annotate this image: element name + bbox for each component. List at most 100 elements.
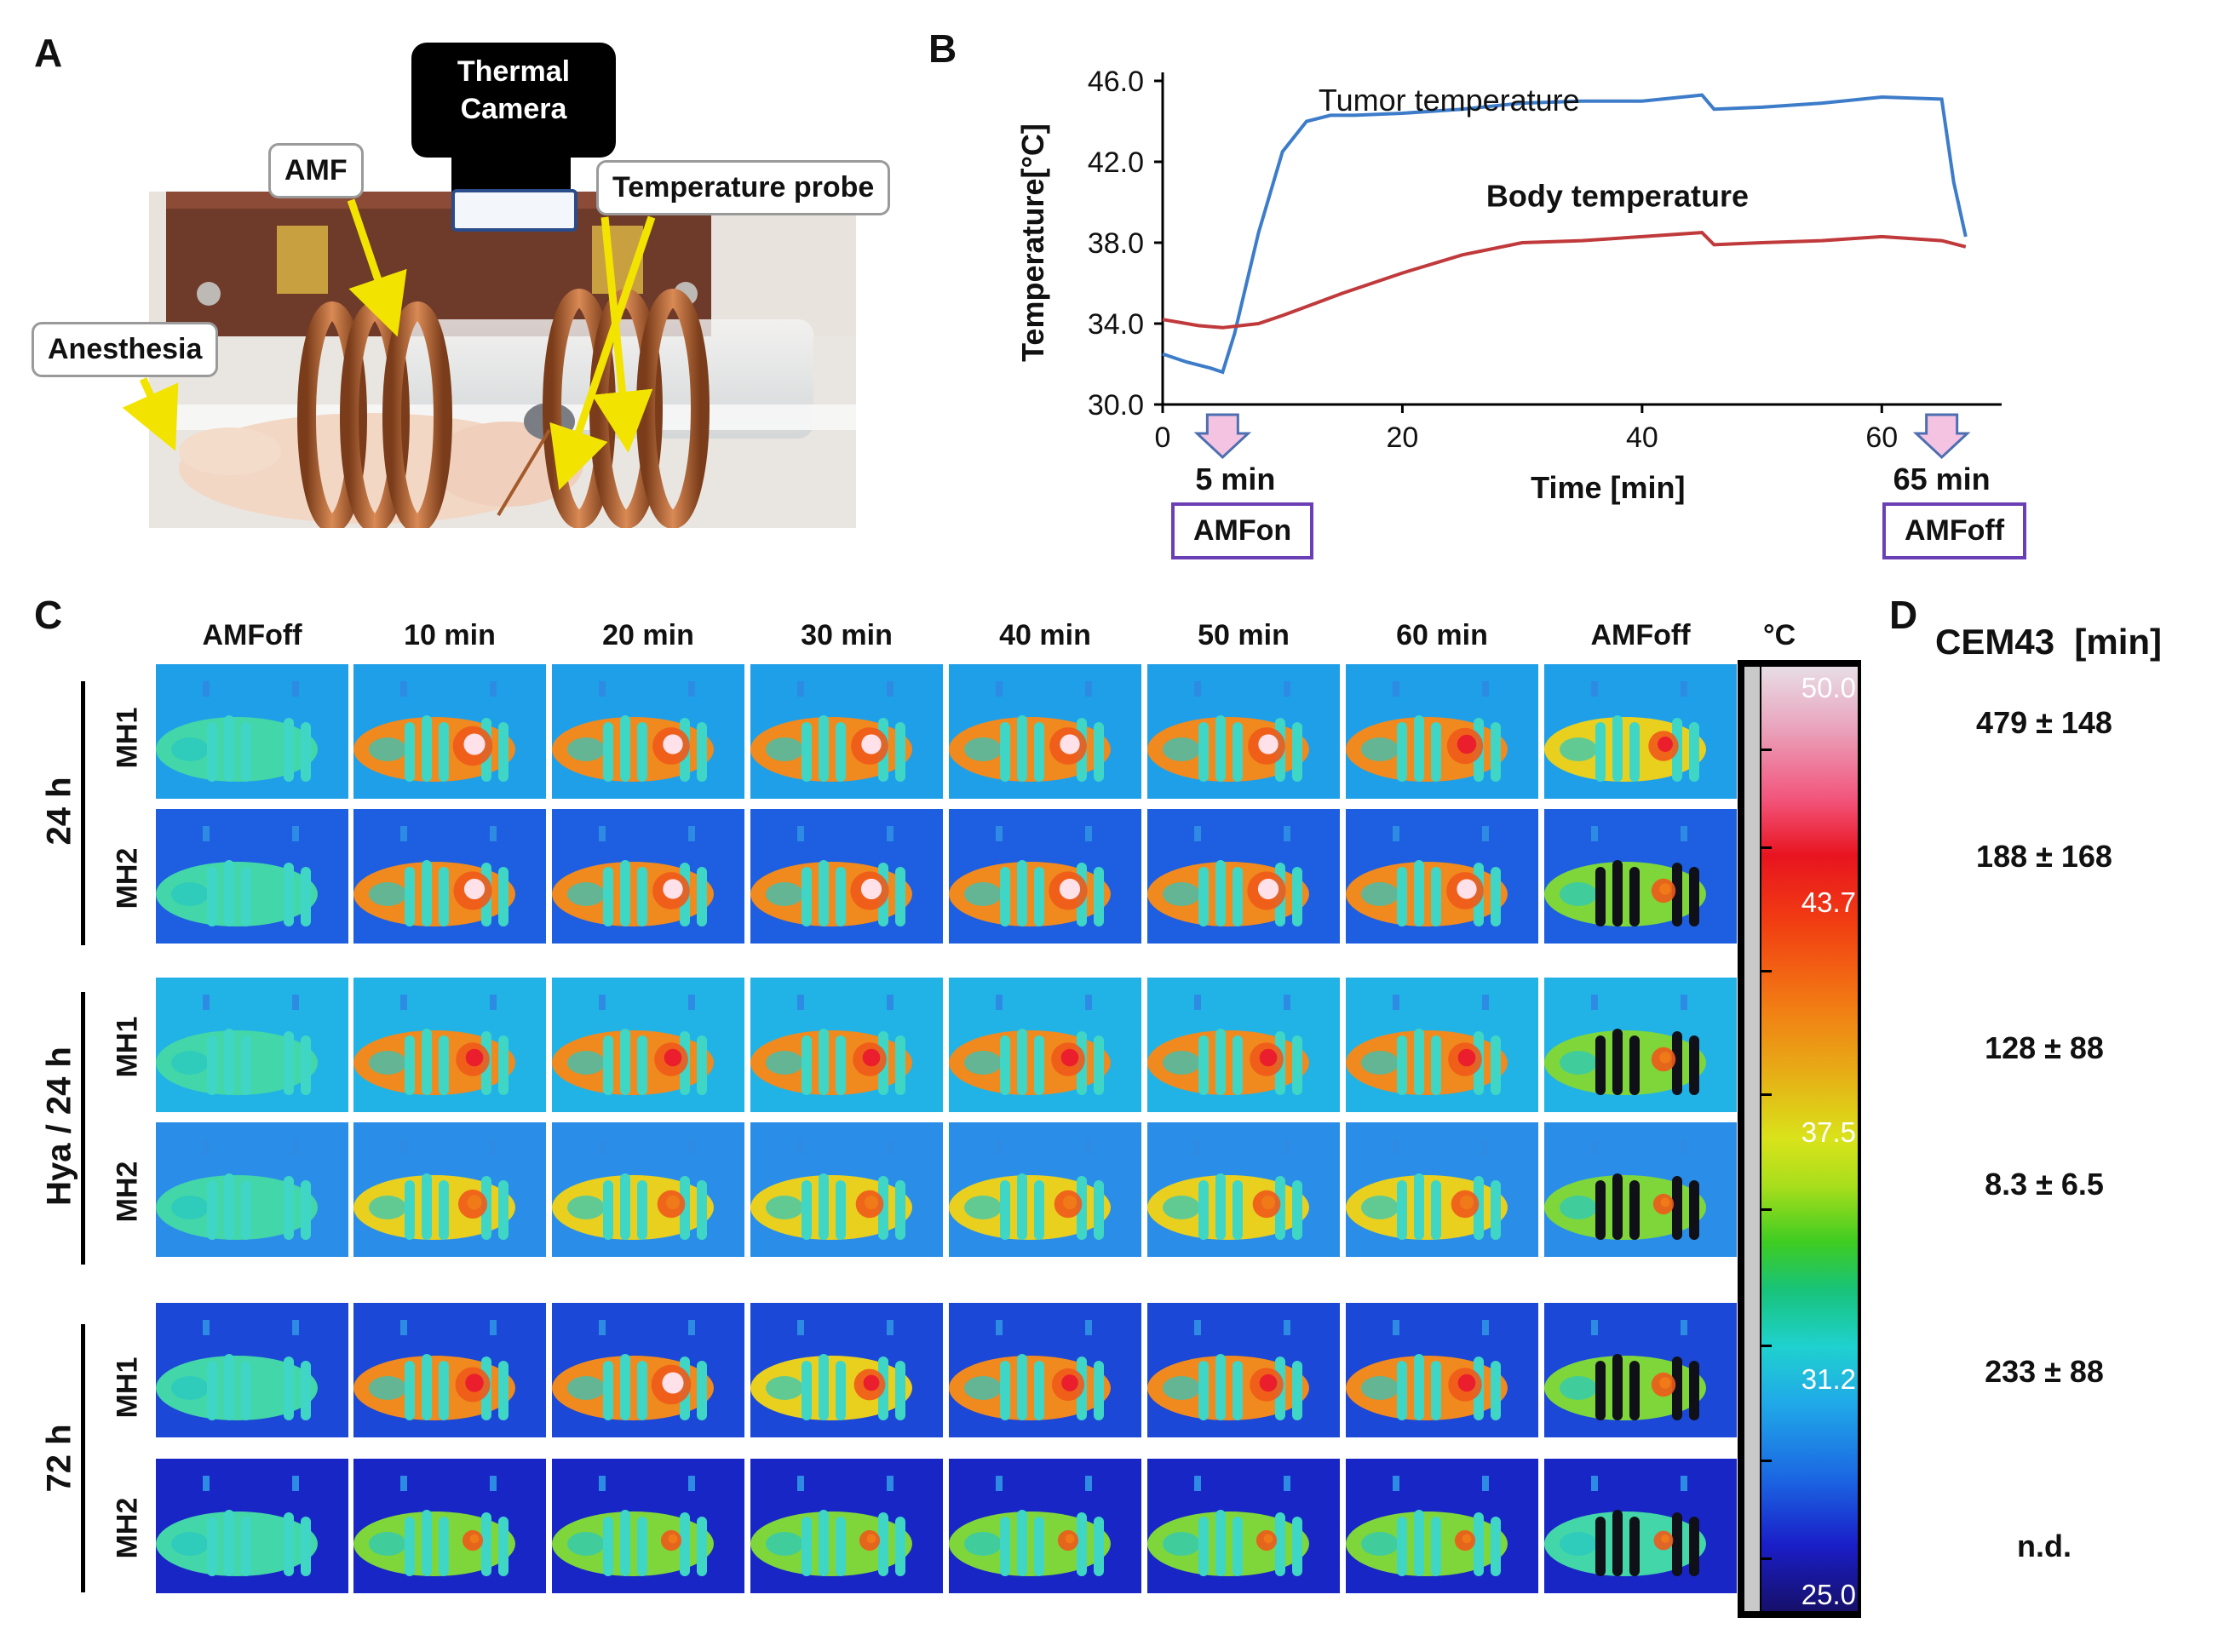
amf-arrow-off (1912, 413, 1971, 460)
thermal-image-r4-c3 (552, 1122, 744, 1257)
column-header-7: 60 min (1396, 619, 1488, 651)
thermal-image-r2-c7 (1346, 809, 1538, 944)
row-label-72h-mh2: MH2 (111, 1497, 144, 1559)
amf-off-box: AMFoff (1882, 502, 2027, 559)
group-label-24h: 24 h (40, 777, 78, 846)
thermal-image-r3-c3 (552, 978, 744, 1112)
unit-label: °C (1763, 619, 1796, 651)
thermal-image-r3-c1 (156, 978, 348, 1112)
x-tick-label: 40 (1626, 422, 1658, 454)
thermal-image-r4-c1 (156, 1122, 348, 1257)
thermal-image-r5-c4 (750, 1303, 943, 1437)
colorbar-label-25: 25.0 (1801, 1579, 1856, 1610)
thermal-image-r5-c1 (156, 1303, 348, 1437)
group-bar-24h (81, 681, 85, 945)
arrow-anesthesia (122, 377, 179, 451)
series-line-tumor (1162, 93, 1968, 375)
annotation-65-min: 65 min (1893, 462, 1991, 496)
group-bar-hya (81, 992, 85, 1265)
probe-wire (497, 428, 551, 517)
colorbar-label-43-7: 43.7 (1801, 886, 1856, 918)
setup-illustration (149, 192, 856, 528)
cem43-value-24h-mh2: 188 ± 168 (1976, 839, 2112, 874)
thermal-image-r6-c2 (353, 1459, 546, 1593)
legend-body-temperature: Body temperature (1486, 178, 1749, 213)
amf-arrow-on (1193, 413, 1252, 460)
x-tick-label: 60 (1865, 422, 1898, 454)
thermal-image-r3-c6 (1147, 978, 1340, 1112)
thermal-image-r5-c6 (1147, 1303, 1340, 1437)
temperature-colorbar: 50.0 43.7 37.5 31.2 25.0 (1738, 660, 1861, 1618)
panel-letter-d: D (1889, 593, 1918, 637)
group-label-72h: 72 h (40, 1424, 78, 1493)
y-axis-label: Temperature[°C] (1015, 123, 1050, 362)
column-header-1: AMFoff (202, 619, 302, 651)
thermal-image-r2-c2 (353, 809, 546, 944)
annotation-5-min: 5 min (1195, 462, 1275, 496)
thermal-image-r5-c5 (949, 1303, 1141, 1437)
arrow-amf (347, 198, 407, 337)
cem43-title: CEM43 [min] (1935, 622, 2163, 662)
thermal-image-r6-c6 (1147, 1459, 1340, 1593)
legend-tumor-temperature: Tumor temperature (1319, 83, 1580, 118)
temperature-chart: 30.0 34.0 38.0 42.0 46.0 0 20 40 60 Temperature[… (1015, 66, 2002, 505)
row-label-24h-mh2: MH2 (111, 847, 144, 909)
thermal-image-r4-c4 (750, 1122, 943, 1257)
thermal-image-r2-c1 (156, 809, 348, 944)
column-header-8: AMFoff (1590, 619, 1691, 651)
thermal-image-r1-c4 (750, 664, 943, 799)
thermal-image-r2-c8 (1544, 809, 1737, 944)
thermal-image-r2-c6 (1147, 809, 1340, 944)
column-header-5: 40 min (999, 619, 1091, 651)
cem43-value-72h-mh1: 233 ± 88 (1985, 1354, 2104, 1389)
thermal-image-r2-c3 (552, 809, 744, 944)
amf-on-box: AMFon (1171, 502, 1314, 559)
row-label-hya-mh2: MH2 (111, 1161, 144, 1223)
thermal-image-r3-c4 (750, 978, 943, 1112)
brass-fitting-left (277, 226, 328, 294)
thermal-image-r3-c2 (353, 978, 546, 1112)
thermal-image-r6-c7 (1346, 1459, 1538, 1593)
thermal-image-r1-c2 (353, 664, 546, 799)
copper-coil-left (297, 301, 452, 528)
panel-letter-c: C (34, 593, 63, 637)
thermal-image-r4-c8 (1544, 1122, 1737, 1257)
thermal-image-r1-c1 (156, 664, 348, 799)
y-tick-label: 34.0 (1088, 308, 1144, 341)
cem43-value-72h-mh2: n.d. (2017, 1529, 2071, 1563)
thermal-image-r2-c4 (750, 809, 943, 944)
x-tick-label: 0 (1155, 422, 1171, 454)
cem43-value-hya-mh2: 8.3 ± 6.5 (1985, 1167, 2104, 1202)
thermal-image-r5-c8 (1544, 1303, 1737, 1437)
camera-lens (451, 189, 577, 232)
thermal-image-r1-c6 (1147, 664, 1340, 799)
y-tick-label: 46.0 (1088, 66, 1144, 98)
column-header-3: 20 min (602, 619, 694, 651)
thermal-image-r6-c1 (156, 1459, 348, 1593)
column-header-6: 50 min (1198, 619, 1290, 651)
colorbar-label-31-2: 31.2 (1801, 1363, 1856, 1395)
y-tick-label: 30.0 (1088, 389, 1144, 422)
column-header-4: 30 min (801, 619, 893, 651)
panel-letter-a: A (34, 31, 63, 75)
thermal-camera-label: Thermal Camera (411, 43, 616, 158)
thermal-image-r3-c5 (949, 978, 1141, 1112)
thermal-image-r1-c3 (552, 664, 744, 799)
x-tick-label: 20 (1387, 422, 1419, 454)
thermal-image-r6-c8 (1544, 1459, 1737, 1593)
thermal-image-r5-c2 (353, 1303, 546, 1437)
colorbar-label-50: 50.0 (1801, 672, 1856, 703)
panel-letter-b: B (928, 26, 957, 71)
experimental-setup-photo (149, 192, 856, 528)
thermal-image-r4-c7 (1346, 1122, 1538, 1257)
chart-ticks: 30.0 34.0 38.0 42.0 46.0 0 20 40 60 (1088, 66, 1898, 454)
thermal-image-r6-c5 (949, 1459, 1141, 1593)
thermal-image-r4-c6 (1147, 1122, 1340, 1257)
thermal-image-r6-c3 (552, 1459, 744, 1593)
arrow-probe-1 (549, 215, 656, 490)
colorbar-label-37-5: 37.5 (1801, 1116, 1856, 1148)
thermal-image-r6-c4 (750, 1459, 943, 1593)
thermal-image-r4-c2 (353, 1122, 546, 1257)
chart-axes (1161, 72, 2002, 406)
group-bar-72h (81, 1324, 85, 1592)
